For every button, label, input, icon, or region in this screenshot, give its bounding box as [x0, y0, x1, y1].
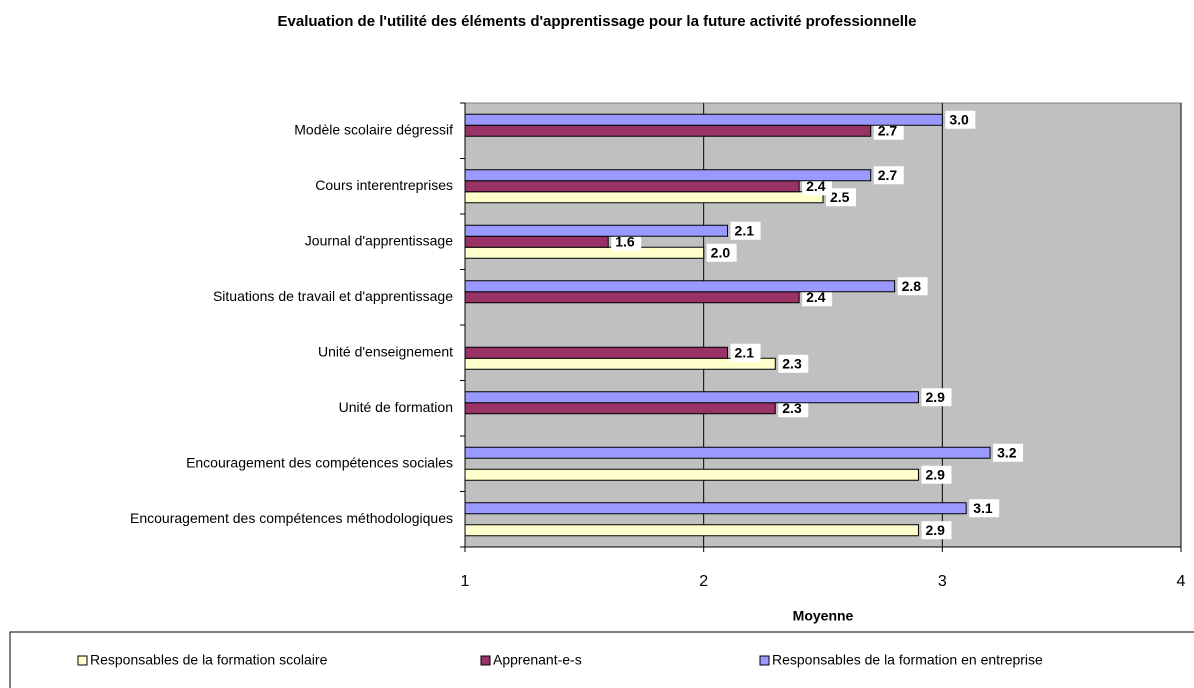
- value-label: 3.1: [973, 500, 993, 516]
- value-label-bg: [802, 288, 833, 307]
- y-tick-label: Cours interentreprises: [315, 177, 453, 193]
- value-label-bg: [873, 121, 904, 140]
- value-label: 3.2: [997, 444, 1017, 460]
- bar: [464, 169, 872, 182]
- value-label-bg: [873, 166, 904, 185]
- value-label-bg: [778, 354, 809, 373]
- value-label-bg: [778, 399, 809, 418]
- value-label: 2.9: [925, 389, 945, 405]
- value-label: 2.4: [806, 178, 826, 194]
- y-tick-label: Situations de travail et d'apprentissage: [213, 288, 453, 304]
- value-label: 2.4: [806, 289, 826, 305]
- y-tick-label: Journal d'apprentissage: [305, 232, 453, 248]
- legend-label: Responsables de la formation scolaire: [90, 652, 328, 668]
- legend-swatch: [480, 655, 491, 666]
- chart-title: Evaluation de l'utilité des éléments d'a…: [278, 13, 917, 30]
- legend-swatch: [77, 655, 88, 666]
- bar: [464, 524, 919, 537]
- bar: [464, 224, 729, 237]
- value-label: 3.0: [949, 111, 969, 127]
- bar: [464, 402, 776, 415]
- value-label: 2.1: [735, 222, 755, 238]
- value-label-bg: [802, 177, 833, 196]
- value-label: 2.7: [878, 122, 898, 138]
- value-label: 2.1: [735, 344, 755, 360]
- value-label: 2.8: [902, 278, 922, 294]
- value-label: 1.6: [615, 233, 635, 249]
- bar: [464, 446, 991, 459]
- value-label-bg: [921, 521, 952, 540]
- value-label-bg: [706, 243, 737, 262]
- y-tick-label: Unité de formation: [339, 399, 453, 415]
- value-label: 2.3: [782, 355, 802, 371]
- legend-label: Responsables de la formation en entrepri…: [772, 652, 1043, 668]
- bar: [464, 246, 705, 259]
- value-label: 2.9: [925, 466, 945, 482]
- x-tick-label: 1: [461, 573, 470, 590]
- legend-box: [9, 631, 1194, 688]
- x-tick-label: 3: [938, 573, 947, 590]
- x-axis-label: Moyenne: [793, 608, 854, 624]
- bar: [464, 291, 800, 304]
- bar: [464, 502, 967, 515]
- bar: [464, 468, 919, 481]
- value-label-bg: [826, 188, 856, 207]
- value-label-bg: [730, 343, 761, 362]
- bar: [464, 346, 729, 359]
- bar: [464, 180, 800, 193]
- value-label-bg: [921, 465, 952, 484]
- value-label: 2.7: [878, 167, 898, 183]
- y-tick-label: Unité d'enseignement: [318, 343, 453, 359]
- value-label-bg: [945, 110, 976, 129]
- value-label: 2.5: [830, 189, 850, 205]
- bar: [464, 357, 776, 370]
- value-label-bg: [969, 499, 1000, 518]
- bar: [464, 235, 609, 248]
- bar: [464, 280, 896, 293]
- value-label-bg: [730, 221, 761, 240]
- bar: [464, 391, 919, 404]
- bar: [464, 124, 872, 137]
- legend-swatch: [759, 655, 770, 666]
- y-tick-label: Encouragement des compétences méthodolog…: [130, 510, 453, 526]
- bar: [464, 191, 824, 204]
- value-label-bg: [897, 277, 928, 296]
- x-tick-label: 4: [1177, 573, 1186, 590]
- bar: [464, 113, 943, 126]
- y-tick-label: Encouragement des compétences sociales: [186, 454, 453, 470]
- value-label-bg: [611, 232, 642, 251]
- value-label: 2.3: [782, 400, 802, 416]
- x-tick-label: 2: [699, 573, 708, 590]
- value-label: 2.9: [925, 522, 945, 538]
- legend-label: Apprenant-e-s: [493, 652, 582, 668]
- value-label-bg: [921, 388, 952, 407]
- value-label-bg: [993, 443, 1024, 462]
- value-label: 2.0: [711, 244, 731, 260]
- y-tick-label: Modèle scolaire dégressif: [294, 121, 453, 137]
